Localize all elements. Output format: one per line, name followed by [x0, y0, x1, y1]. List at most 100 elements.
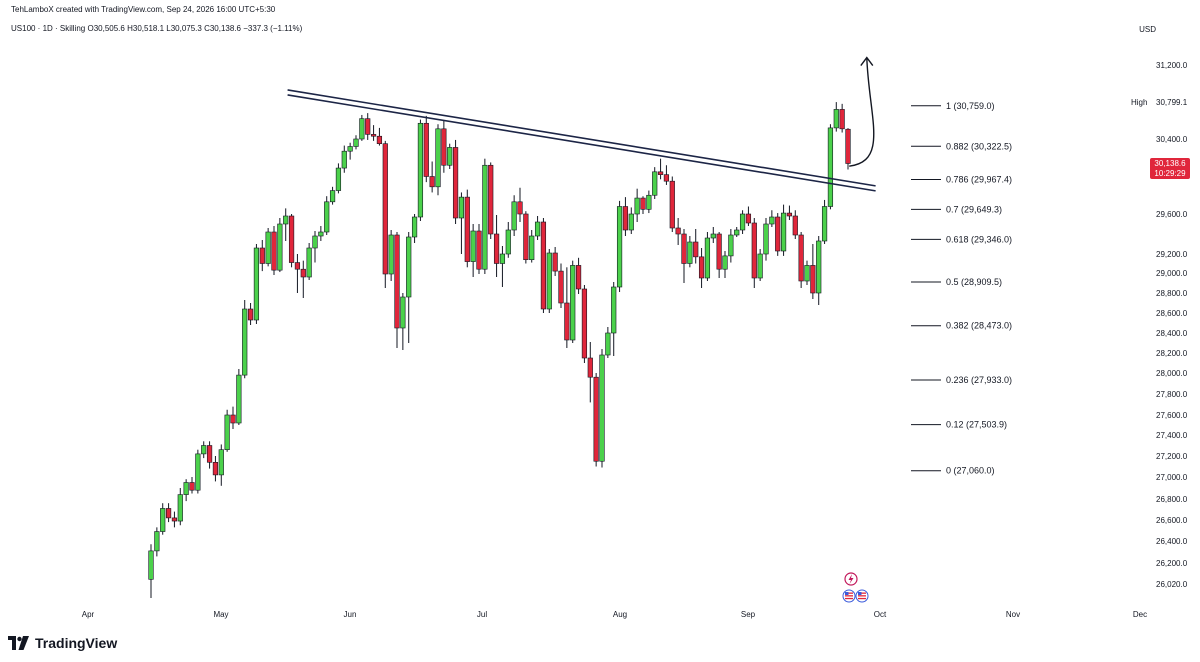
candle [687, 236, 693, 268]
fib-level[interactable]: 0.382 (28,473.0) [911, 321, 1012, 331]
fib-level[interactable]: 1 (30,759.0) [911, 101, 995, 111]
candle [581, 285, 588, 363]
candle-body [693, 241, 699, 258]
tradingview-logo-icon [8, 636, 29, 650]
chart-credit: TehLamboX created with TradingView.com, … [11, 5, 276, 14]
candle [247, 303, 254, 325]
candle-body [640, 197, 646, 210]
candle [546, 249, 552, 313]
trendline-layer[interactable] [287, 89, 876, 192]
tradingview-logo[interactable]: TradingView [8, 634, 117, 652]
trendline-lower[interactable] [287, 94, 876, 192]
candle-body [212, 461, 219, 476]
fib-level[interactable]: 0.236 (27,933.0) [911, 375, 1012, 385]
fib-level[interactable]: 0.618 (29,346.0) [911, 234, 1012, 244]
fib-level-label: 0.882 (30,322.5) [946, 141, 1012, 151]
candle-body [798, 234, 804, 282]
candle [329, 186, 336, 205]
candle [370, 125, 377, 141]
fib-level[interactable]: 0.882 (30,322.5) [911, 141, 1012, 151]
candle-body [540, 221, 547, 310]
candle-body [429, 176, 435, 188]
bar-countdown: 10:29:29 [1154, 169, 1186, 178]
last-price-tag [1150, 158, 1190, 179]
fib-level[interactable]: 0 (27,060.0) [911, 466, 995, 476]
candle-body [329, 190, 336, 203]
projection-arrow[interactable] [849, 57, 875, 167]
candles-layer [148, 102, 851, 598]
candle [728, 229, 734, 263]
candle-body [845, 128, 851, 164]
price-tags: High 30,799.1 30,138.6 10:29:29 [1131, 98, 1190, 179]
candle [833, 102, 839, 132]
fib-level[interactable]: 0.786 (29,967.4) [911, 175, 1012, 185]
fib-retracement[interactable]: 1 (30,759.0) 0.882 (30,322.5) 0.786 (29,96… [911, 101, 1012, 476]
event-icons[interactable] [842, 572, 869, 603]
price-axis[interactable]: 31,200.0 30,400.0 29,600.0 29,200.0 29,000.0… [1156, 61, 1188, 589]
price-tick-label: 27,400.0 [1156, 431, 1188, 440]
candle-body [681, 233, 687, 264]
candle-body [259, 247, 265, 264]
price-tick-label: 27,000.0 [1156, 473, 1188, 482]
candle-body [575, 265, 582, 290]
candle [493, 215, 500, 277]
candle [792, 210, 798, 239]
candle-body [657, 171, 664, 175]
trendline-upper[interactable] [287, 89, 876, 187]
time-axis[interactable]: Apr May Jun Jul Aug Sep Oct Nov Dec [82, 610, 1147, 619]
candle [599, 349, 605, 468]
candle-body [745, 213, 752, 224]
symbol-name[interactable]: US100 · 1D · Skilling [11, 24, 86, 33]
us-flag-icon[interactable] [842, 589, 856, 603]
fib-level-label: 0.618 (29,346.0) [946, 234, 1012, 244]
candle [230, 406, 236, 429]
candle [739, 210, 746, 234]
price-tick-label: 27,600.0 [1156, 411, 1188, 420]
candle-body [833, 109, 839, 129]
candle [488, 162, 494, 239]
candle [271, 226, 277, 275]
ohlc-close: C30,138.6 [204, 24, 241, 33]
ohlc-open: O30,505.6 [87, 24, 125, 33]
candle [288, 214, 295, 268]
candle-body [206, 445, 213, 463]
candle-body [271, 231, 277, 271]
candle [704, 232, 711, 281]
candle [435, 124, 441, 196]
candle [593, 373, 599, 467]
candle [189, 477, 195, 494]
candle-body [704, 237, 711, 279]
price-tick-label: 26,800.0 [1156, 495, 1188, 504]
candle-body [763, 223, 769, 255]
candle-body [488, 164, 494, 235]
candle-body [230, 414, 236, 424]
candle-body [599, 354, 605, 462]
candle-body [417, 122, 424, 218]
fib-level[interactable]: 0.12 (27,503.9) [911, 420, 1007, 430]
candle [534, 216, 541, 240]
ohlc-low: L30,075.3 [166, 24, 202, 33]
projection-arrow-layer[interactable] [849, 56, 875, 167]
candle-body [253, 247, 260, 321]
candle-body [288, 215, 295, 263]
tradingview-wordmark: TradingView [35, 635, 118, 651]
candle [757, 249, 763, 281]
candle [698, 248, 705, 288]
candle-body [646, 194, 652, 210]
candle [218, 444, 224, 486]
lightning-icon[interactable] [844, 572, 858, 586]
fib-level-label: 0.786 (29,967.4) [946, 175, 1012, 185]
fib-level[interactable]: 0.5 (28,909.5) [911, 277, 1002, 287]
candle [780, 204, 787, 256]
candle-body [195, 453, 201, 491]
candle-body [388, 234, 394, 275]
us-flag-icon[interactable] [855, 589, 869, 603]
candle-body [523, 213, 529, 261]
candle [171, 511, 178, 528]
candle [775, 213, 781, 256]
currency-label[interactable]: USD [1139, 25, 1156, 34]
candle [277, 218, 283, 273]
fib-level[interactable]: 0.7 (29,649.3) [911, 204, 1002, 214]
candle-body [505, 229, 511, 255]
